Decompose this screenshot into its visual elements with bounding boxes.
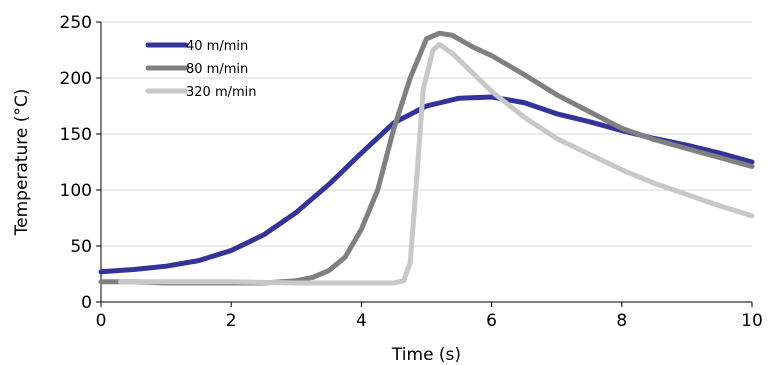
y-tick-label-2: 100 (60, 181, 92, 201)
legend-bg-0 (135, 34, 270, 54)
y-tick-label-1: 50 (70, 237, 92, 257)
legend-label-2: 320 m/min (186, 85, 257, 100)
x-tick-label-3: 6 (486, 311, 497, 331)
legend-bg-2 (135, 80, 270, 100)
y-tick-label-0: 0 (81, 293, 92, 313)
legend-bg-1 (135, 57, 270, 77)
legend-label-0: 40 m/min (186, 39, 248, 54)
x-tick-label-4: 8 (616, 311, 627, 331)
y-tick-label-5: 250 (60, 13, 92, 33)
y-tick-label-3: 150 (60, 125, 92, 145)
y-tick-label-4: 200 (60, 69, 92, 89)
x-tick-label-1: 2 (226, 311, 237, 331)
series-lines (98, 30, 755, 286)
x-tick-label-2: 4 (356, 311, 367, 331)
axes (96, 21, 753, 307)
series-line-2 (118, 41, 755, 286)
x-tick-label-5: 10 (741, 311, 763, 331)
legend: 40 m/min 80 m/min 320 m/min (135, 34, 270, 100)
y-axis-label: Temperature (°C) (12, 89, 32, 237)
x-tick-labels: 0 2 4 6 8 10 (96, 311, 763, 331)
y-tick-labels: 0 50 100 150 200 250 (60, 13, 92, 313)
legend-label-1: 80 m/min (186, 62, 248, 77)
gridlines (101, 21, 752, 247)
x-axis-label: Time (s) (391, 345, 461, 365)
x-tick-label-0: 0 (96, 311, 107, 331)
